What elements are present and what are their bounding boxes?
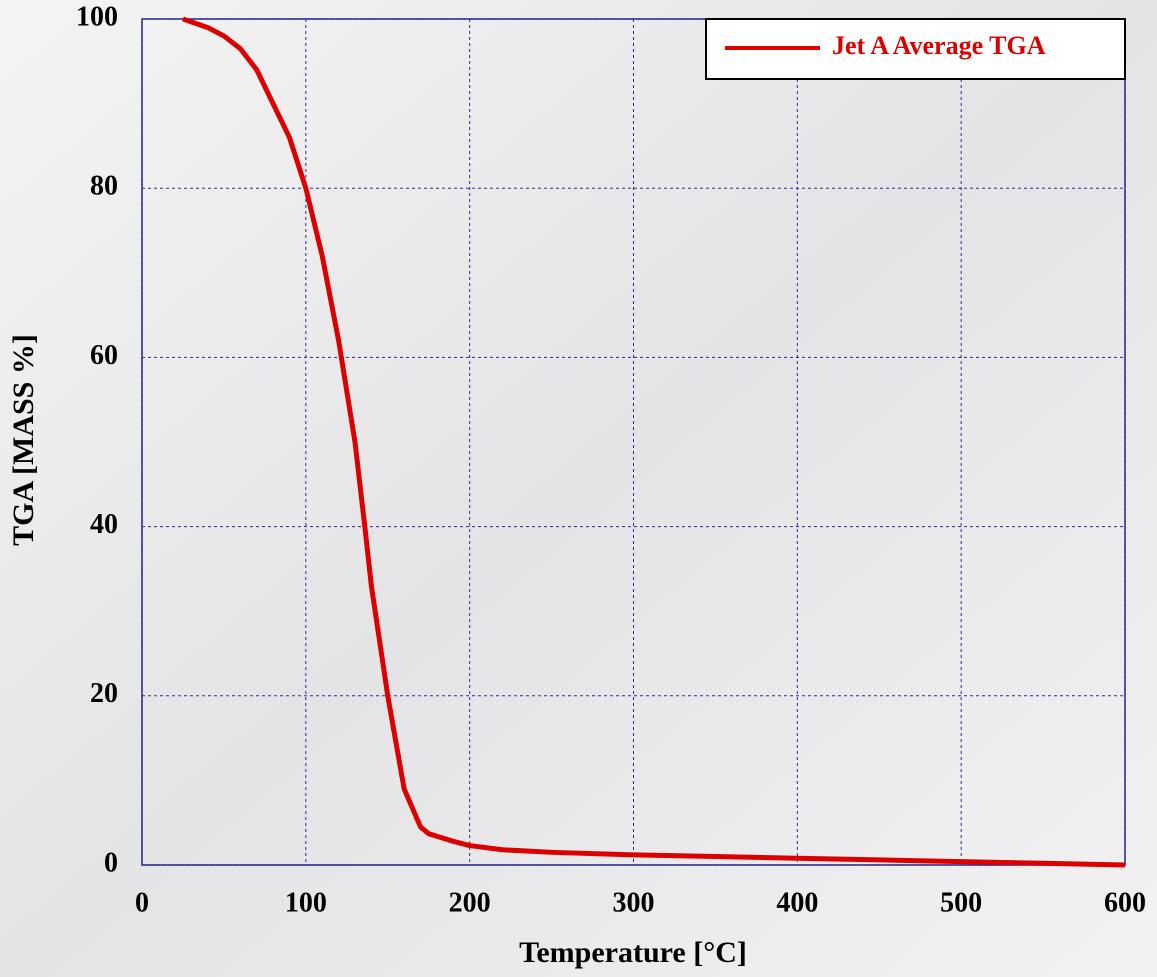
y-tick-label: 60 — [90, 340, 118, 371]
x-tick-label: 0 — [135, 887, 149, 918]
y-tick-label: 80 — [90, 171, 118, 202]
x-tick-label: 200 — [449, 887, 491, 918]
x-tick-label: 500 — [940, 887, 982, 918]
x-tick-label: 400 — [776, 887, 818, 918]
y-tick-label: 100 — [76, 1, 118, 32]
data-line — [182, 16, 1126, 868]
y-axis-label: TGA [MASS %] — [7, 334, 40, 546]
legend: Jet A Average TGA — [705, 18, 1126, 80]
y-tick-label: 0 — [104, 847, 118, 878]
x-axis-label: Temperature [°C] — [519, 936, 747, 969]
x-tick-label: 100 — [285, 887, 327, 918]
y-tick-label: 20 — [90, 678, 118, 709]
y-tick-label: 40 — [90, 509, 118, 540]
x-tick-label: 600 — [1104, 887, 1146, 918]
x-tick-label: 300 — [613, 887, 655, 918]
legend-label: Jet A Average TGA — [832, 31, 1046, 60]
